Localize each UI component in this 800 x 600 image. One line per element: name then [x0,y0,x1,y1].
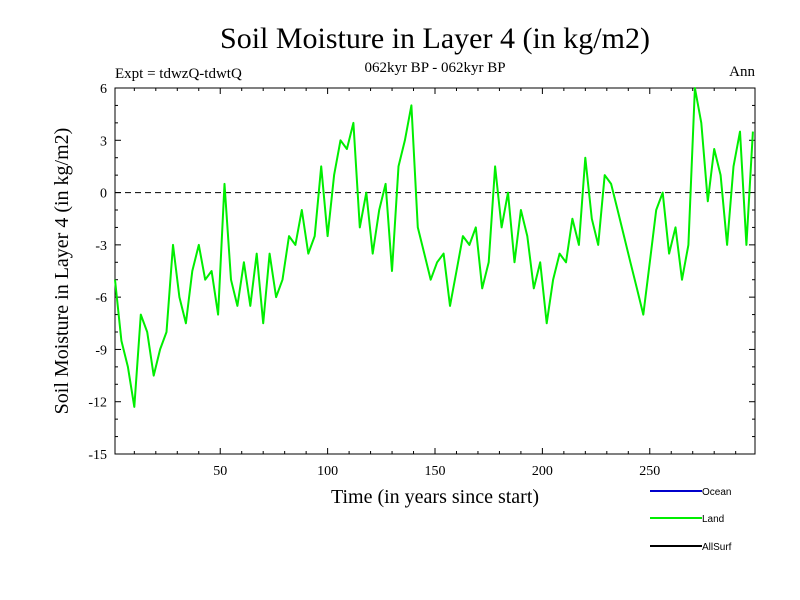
x-axis-label: Time (in years since start) [331,486,539,508]
chart-title: Soil Moisture in Layer 4 (in kg/m2) [220,22,650,55]
x-tick-label: 250 [639,464,660,479]
x-tick-label: 100 [317,464,338,479]
legend-label-ocean: Ocean [702,487,731,498]
legend: Ocean Land AllSurf [650,487,732,553]
x-axis: 50 100 150 200 250 [133,88,737,479]
x-tick-label: 150 [425,464,446,479]
y-tick-label: 6 [100,82,107,97]
y-tick-label: -12 [88,396,107,411]
chart-subtitle: 062kyr BP - 062kyr BP [364,60,505,76]
y-tick-label: 0 [100,187,107,202]
x-tick-label: 50 [213,464,227,479]
y-tick-label: -6 [95,291,107,306]
y-tick-label: -3 [95,239,107,254]
y-tick-label: -9 [95,343,107,358]
land-series-line [114,87,754,408]
y-axis: -15 -12 -9 -6 -3 0 3 6 [88,82,755,463]
x-tick-label: 200 [532,464,553,479]
y-tick-label: -15 [88,448,107,463]
period-label: Ann [729,64,755,80]
experiment-label: Expt = tdwzQ-tdwtQ [115,66,242,82]
legend-label-allsurf: AllSurf [702,542,732,553]
legend-label-land: Land [702,514,724,525]
y-axis-label: Soil Moisture in Layer 4 (in kg/m2) [51,128,73,415]
y-tick-label: 3 [100,134,107,149]
